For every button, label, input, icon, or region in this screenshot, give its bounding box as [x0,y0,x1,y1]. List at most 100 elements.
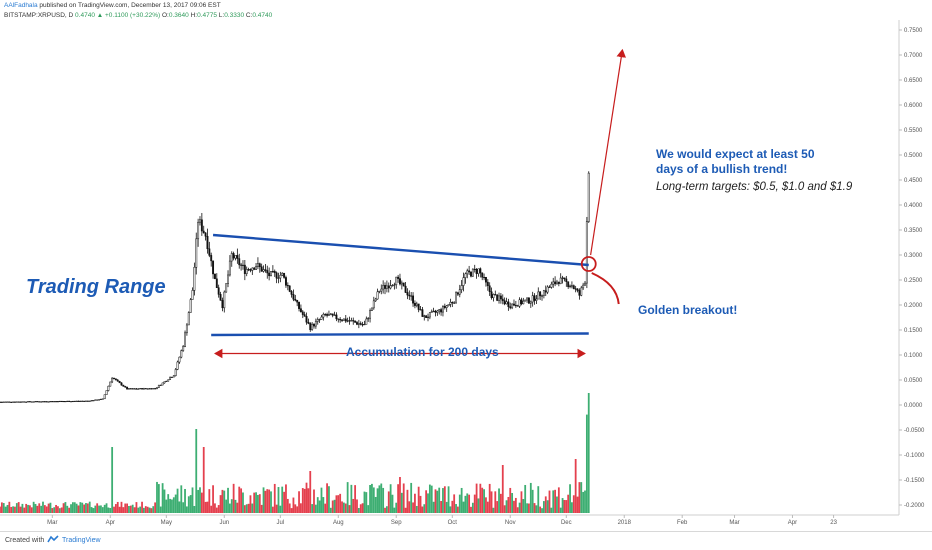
volume-bar [526,503,528,513]
volume-bar [154,502,157,513]
candle-body [210,255,213,262]
volume-bar [79,502,82,513]
price-tick-label: 0.5500 [904,128,923,134]
tradingview-link[interactable]: TradingView [62,537,101,544]
volume-bar [202,447,205,513]
volume-bar [520,491,523,513]
candle-body [490,291,493,298]
candle-body [307,321,310,324]
volume-bar [17,502,20,513]
candle-body [369,310,372,319]
volume-bar [554,489,556,513]
volume-bar [357,507,360,513]
candle-body [582,284,585,289]
volume-bar [356,499,358,513]
volume-bar [430,485,433,513]
volume-bar [313,489,315,513]
volume-bar [408,501,411,513]
resistance-trendline[interactable] [212,233,589,267]
volume-bar [486,501,489,513]
candle-body [391,285,394,287]
candle-body [94,399,97,401]
candle-body [301,311,304,315]
volume-bar [264,490,267,513]
candle-body [64,401,67,403]
volume-bar [116,501,119,513]
candle-body [546,286,549,293]
time-tick-label: Oct [448,520,458,526]
candle-body [421,309,424,317]
volume-bar [341,501,343,513]
candle-body [447,304,450,306]
candle-body [204,232,207,237]
volume-bar [98,505,100,513]
volume-bar [559,507,562,513]
candle-body [271,271,274,273]
volume-bar [331,500,334,513]
volume-bar [275,504,278,513]
volume-bar [283,491,285,513]
candle-body [60,400,63,403]
price-change: +0.1100 (+30.22%) [105,12,161,19]
volume-bar [85,503,87,513]
candle-body [442,305,444,313]
candle-body [79,400,82,402]
candle-body [277,277,280,279]
volume-bar [167,494,170,513]
candle-body [326,314,329,316]
candle-body [159,384,162,386]
volume-bar [447,486,450,513]
volume-bar [466,493,469,513]
volume-bar [397,484,400,513]
candle-body [483,276,486,279]
candle-body [281,272,284,276]
volume-bar [10,506,13,513]
candle-body [171,376,173,378]
volume-bar [57,506,59,513]
candle-body [518,299,521,307]
candle-body [202,230,205,234]
candle-body [443,305,446,308]
author-link[interactable]: AAlFadhala [4,2,38,9]
volume-bar [544,496,547,513]
candle-body [135,388,138,390]
candle-body [180,350,183,358]
volume-bar [574,459,577,513]
candle-body [348,320,351,322]
volume-bar [324,503,327,513]
candle-body [357,323,360,325]
volume-bar [296,506,299,513]
volume-bar [565,500,568,513]
symbol-line: BITSTAMP:XRPUSD, D 0.4740 ▲ +0.1100 (+30… [4,11,272,20]
candle-body [299,308,302,313]
volume-bar [350,484,353,513]
plot-area[interactable] [0,20,899,515]
volume-bar [53,507,56,513]
volume-bar [240,488,243,513]
candle-body [395,276,398,285]
candle-body [363,324,366,326]
support-trendline[interactable] [211,332,589,337]
volume-bar [471,502,474,513]
price-tick-label: 0.5000 [904,153,923,159]
volume-bar [587,393,590,513]
candle-body [45,401,48,403]
candle-body [131,388,134,390]
volume-bar [415,505,418,513]
candle-body [331,313,334,316]
volume-bar [320,487,323,513]
volume-bar [458,494,461,513]
candle-body [580,287,583,296]
volume-bar [395,502,398,513]
volume-bar [376,488,379,513]
volume-bar [378,485,381,513]
time-axis[interactable]: Mar Apr May Jun Jul Aug Sep Oct Nov Dec 2018 Feb Mar… [47,515,838,526]
price-chart[interactable]: 0.7500 0.7000 0.6500 0.6000 0.5500 0.5000 0.45… [0,0,932,532]
candle-body [350,320,353,322]
volume-bar [51,508,54,513]
price-axis[interactable]: 0.7500 0.7000 0.6500 0.6000 0.5500 0.5000 0.45… [899,28,925,509]
volume-bar [70,504,72,513]
volume-bar [165,499,168,513]
candle-body [468,270,471,273]
volume-bar [163,489,166,513]
